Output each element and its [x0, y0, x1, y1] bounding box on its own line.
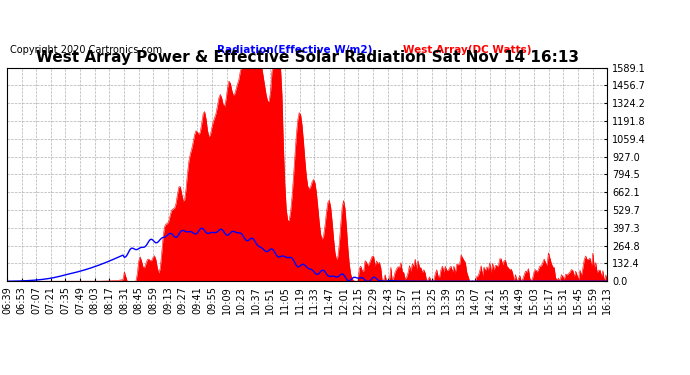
Text: West Array(DC Watts): West Array(DC Watts) [403, 45, 531, 55]
Text: Copyright 2020 Cartronics.com: Copyright 2020 Cartronics.com [10, 45, 162, 55]
Title: West Array Power & Effective Solar Radiation Sat Nov 14 16:13: West Array Power & Effective Solar Radia… [36, 50, 578, 65]
Text: Radiation(Effective W/m2): Radiation(Effective W/m2) [217, 45, 373, 55]
